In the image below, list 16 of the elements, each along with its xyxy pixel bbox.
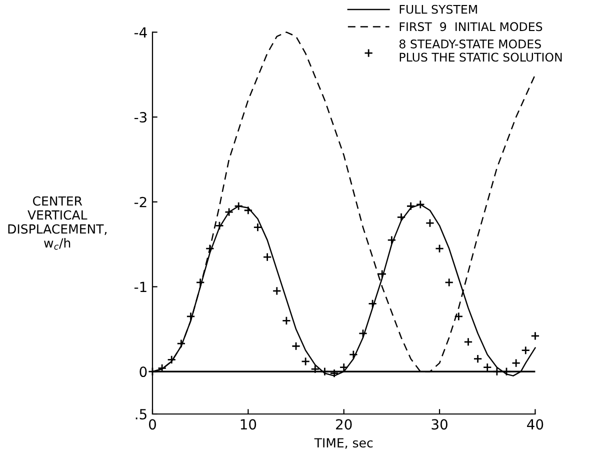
y-tick-label: .5 [136,409,146,420]
x-tick-label: 10 [240,419,256,430]
x-tick-label: 0 [148,419,156,430]
y-tick-label: -3 [134,112,147,123]
legend-label: FIRST 9 INITIAL MODES [400,22,542,32]
legend-label: 8 STEADY-STATE MODES PLUS THE STATIC SOLUTION [399,40,562,62]
y-tick-label: 0 [140,366,147,378]
y-tick-label: -1 [134,282,146,292]
x-axis-title: TIME, sec [314,438,373,449]
x-tick-label: 40 [527,419,544,430]
y-axis-title: CENTER VERTICAL DISPLACEMENT, w$_{c}$/h [8,196,106,250]
x-tick-label: 30 [432,419,448,430]
y-tick-label: -4 [134,27,147,38]
x-tick-label: 20 [336,419,352,430]
y-tick-label: -2 [134,196,146,208]
legend-label: FULL SYSTEM [400,4,477,14]
